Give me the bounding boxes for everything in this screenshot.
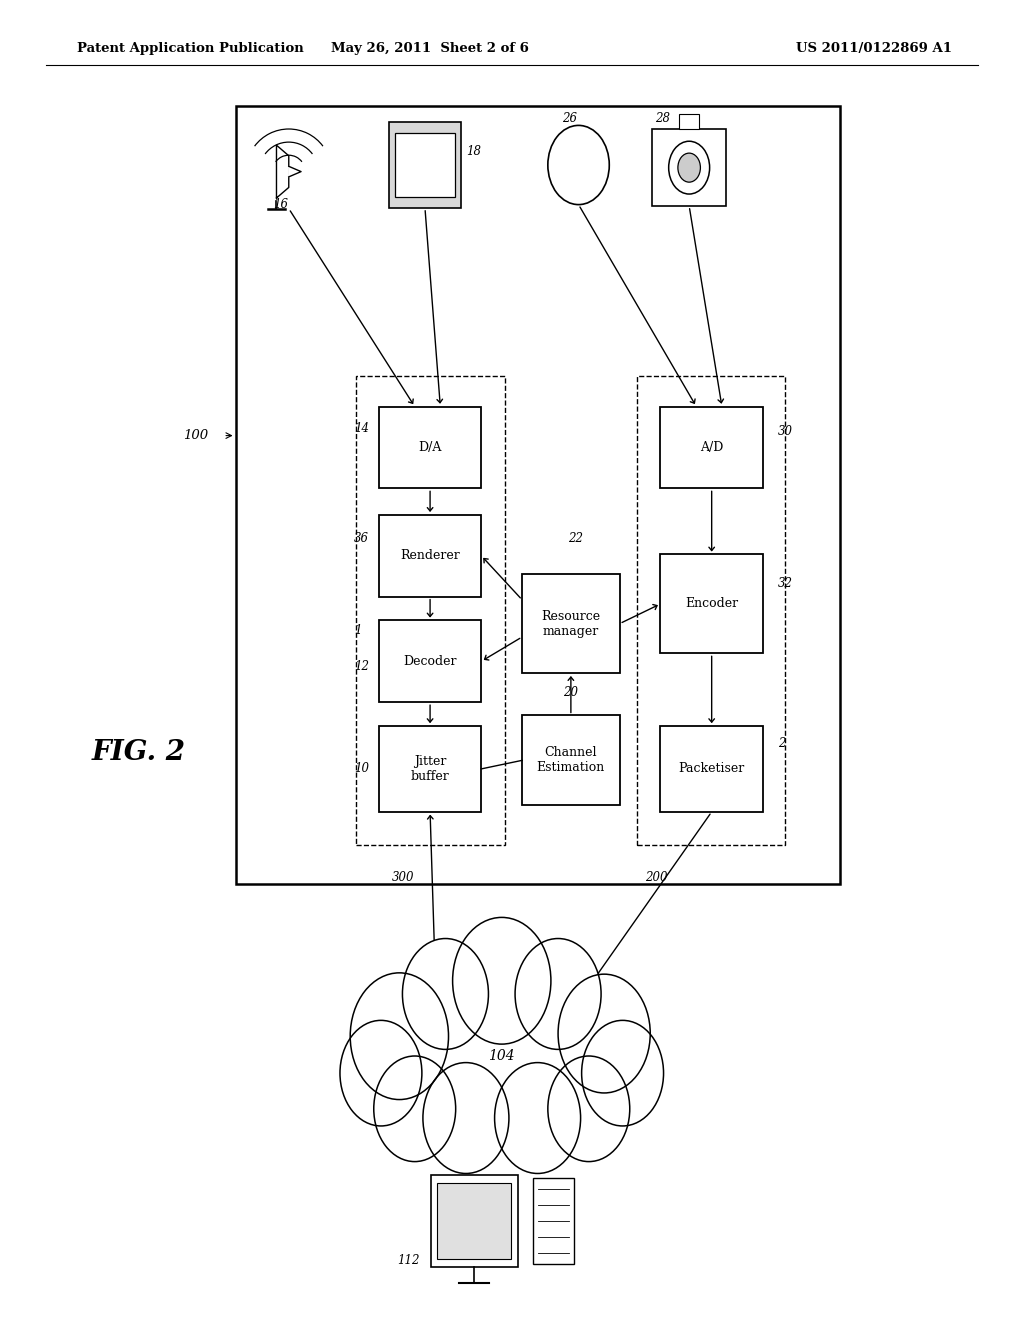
Circle shape xyxy=(350,973,449,1100)
Circle shape xyxy=(410,931,594,1168)
Bar xyxy=(395,132,455,197)
Bar xyxy=(522,574,620,673)
Text: Encoder: Encoder xyxy=(685,598,738,610)
Bar xyxy=(679,114,699,129)
Bar xyxy=(379,515,481,597)
Circle shape xyxy=(402,939,488,1049)
Circle shape xyxy=(453,917,551,1044)
Text: Patent Application Publication: Patent Application Publication xyxy=(77,42,303,55)
Circle shape xyxy=(548,125,609,205)
Text: 1: 1 xyxy=(354,624,361,638)
Text: FIG. 2: FIG. 2 xyxy=(91,739,185,766)
Text: Channel
Estimation: Channel Estimation xyxy=(537,746,605,775)
Text: 16: 16 xyxy=(273,198,289,211)
Text: 14: 14 xyxy=(354,422,370,436)
Text: Decoder: Decoder xyxy=(403,655,457,668)
Text: 300: 300 xyxy=(392,871,415,884)
Text: US 2011/0122869 A1: US 2011/0122869 A1 xyxy=(797,42,952,55)
Bar xyxy=(660,554,763,653)
Circle shape xyxy=(548,1056,630,1162)
Circle shape xyxy=(669,141,710,194)
Circle shape xyxy=(340,1020,422,1126)
Circle shape xyxy=(582,1020,664,1126)
Text: 2: 2 xyxy=(778,737,785,750)
Circle shape xyxy=(374,1056,456,1162)
Circle shape xyxy=(423,1063,509,1173)
Bar xyxy=(356,376,505,845)
Text: May 26, 2011  Sheet 2 of 6: May 26, 2011 Sheet 2 of 6 xyxy=(331,42,529,55)
Text: 12: 12 xyxy=(354,660,370,673)
Polygon shape xyxy=(289,166,301,177)
Text: 28: 28 xyxy=(655,112,671,125)
Bar xyxy=(379,620,481,702)
Text: 36: 36 xyxy=(354,532,370,545)
Text: 10: 10 xyxy=(354,762,370,775)
Text: 22: 22 xyxy=(568,532,584,545)
Text: 200: 200 xyxy=(645,871,668,884)
Text: 20: 20 xyxy=(563,686,579,700)
Bar xyxy=(389,121,461,207)
Text: Jitter
buffer: Jitter buffer xyxy=(411,755,450,783)
Text: Renderer: Renderer xyxy=(400,549,460,562)
Polygon shape xyxy=(276,145,289,198)
Bar xyxy=(379,726,481,812)
Text: 112: 112 xyxy=(397,1254,420,1267)
Circle shape xyxy=(515,939,601,1049)
Bar xyxy=(534,1179,574,1265)
Bar xyxy=(660,726,763,812)
Text: 32: 32 xyxy=(778,577,794,590)
Bar xyxy=(660,407,763,488)
Text: Resource
manager: Resource manager xyxy=(542,610,600,638)
Text: A/D: A/D xyxy=(700,441,723,454)
Circle shape xyxy=(558,974,650,1093)
Text: 104: 104 xyxy=(488,1049,515,1063)
Bar xyxy=(236,106,840,884)
Text: 18: 18 xyxy=(466,145,481,158)
Text: Packetiser: Packetiser xyxy=(679,763,744,775)
Bar xyxy=(522,715,620,805)
Bar xyxy=(431,1175,518,1267)
Text: 100: 100 xyxy=(182,429,208,442)
Text: 200: 200 xyxy=(507,1109,529,1122)
Bar xyxy=(652,129,726,206)
Circle shape xyxy=(495,1063,581,1173)
Text: D/A: D/A xyxy=(419,441,441,454)
Bar xyxy=(437,1183,512,1259)
Circle shape xyxy=(678,153,700,182)
Bar xyxy=(637,376,785,845)
Text: 300: 300 xyxy=(428,1109,451,1122)
Text: 26: 26 xyxy=(562,112,578,125)
Bar xyxy=(379,407,481,488)
Text: 30: 30 xyxy=(778,425,794,438)
